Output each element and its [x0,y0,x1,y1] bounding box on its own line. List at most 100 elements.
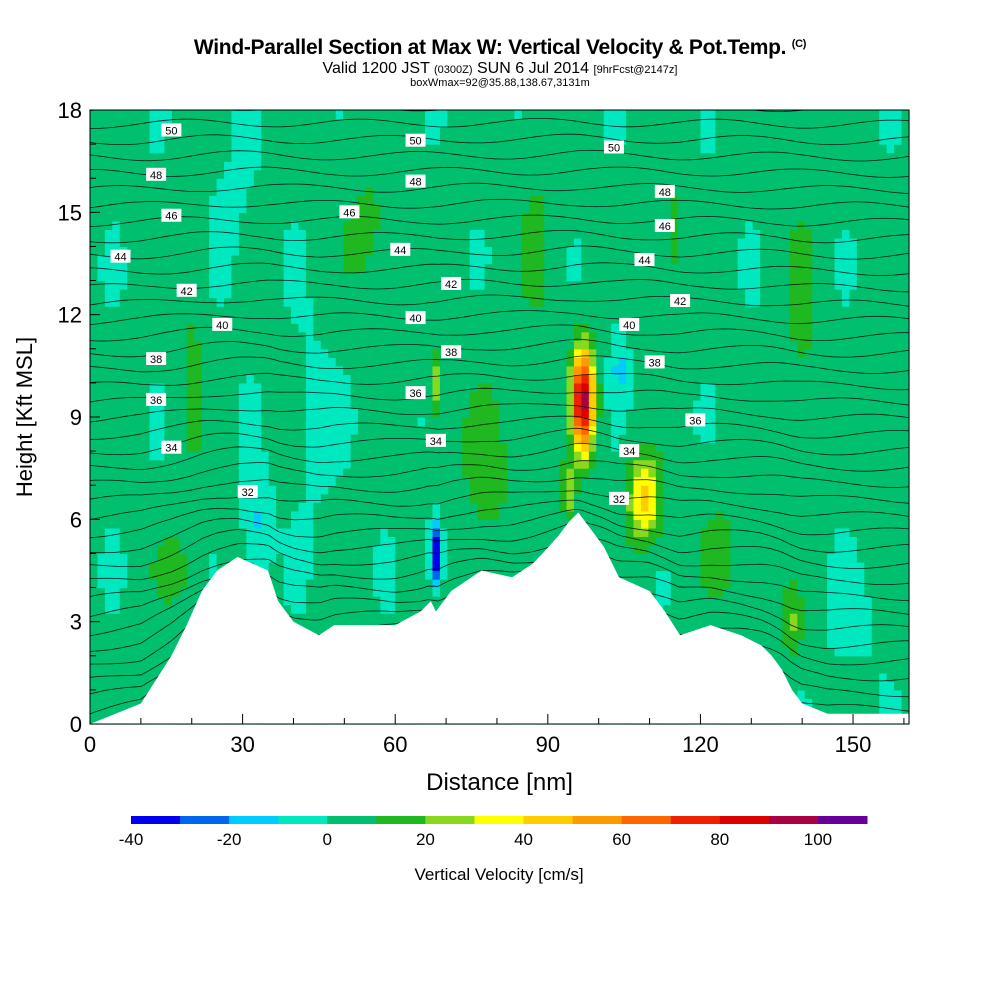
heatmap-cell [365,127,374,137]
heatmap-cell [454,357,463,367]
heatmap-cell [387,357,396,367]
heatmap-cell [216,254,225,265]
heatmap-cell [447,382,456,393]
heatmap-cell [164,604,173,614]
heatmap-cell [142,638,151,648]
heatmap-cell [454,340,463,350]
heatmap-cell [432,527,441,537]
heatmap-cell [142,144,151,154]
heatmap-cell [97,229,106,239]
heatmap-cell [305,135,314,145]
heatmap-cell [596,519,605,529]
heatmap-cell [417,417,426,427]
heatmap-cell [313,289,322,299]
heatmap-cell [291,144,300,154]
heatmap-cell [506,110,515,120]
heatmap-cell [179,621,188,631]
heatmap-cell [179,331,188,341]
heatmap-cell [447,297,456,307]
heatmap-cell [224,451,233,461]
heatmap-cell [506,519,515,529]
heatmap-cell [462,203,471,213]
heatmap-cell [291,195,300,205]
heatmap-cell [484,553,493,563]
heatmap-cell [588,434,597,444]
heatmap-cell [149,664,158,674]
heatmap-cell [201,382,210,393]
heatmap-cell [335,613,344,623]
heatmap-cell [157,323,166,333]
heatmap-cell [380,340,389,350]
heatmap-cell [134,570,143,580]
heatmap-cell [596,417,605,427]
heatmap-cell [231,169,240,179]
heatmap-cell [425,331,434,341]
heatmap-cell [358,468,367,478]
heatmap-cell [454,110,463,120]
heatmap-cell [238,527,247,537]
heatmap-cell [581,382,590,393]
heatmap-cell [573,178,582,188]
heatmap-cell [350,502,359,512]
heatmap-cell [253,118,262,128]
heatmap-cell [209,289,218,299]
heatmap-cell [112,203,121,213]
heatmap-cell [343,485,352,495]
heatmap-cell [246,468,255,478]
heatmap-cell [201,306,210,316]
heatmap-cell [484,561,493,572]
heatmap-cell [477,348,486,358]
heatmap-cell [350,178,359,188]
heatmap-cell [484,314,493,324]
heatmap-cell [581,502,590,512]
heatmap-cell [447,254,456,265]
heatmap-cell [246,399,255,410]
heatmap-cell [224,527,233,537]
heatmap-cell [425,144,434,154]
heatmap-cell [194,527,203,537]
heatmap-cell [350,161,359,171]
heatmap-cell [506,186,515,196]
heatmap-cell [439,459,448,469]
heatmap-cell [238,212,247,222]
heatmap-cell [298,527,307,537]
heatmap-cell [164,169,173,179]
heatmap-cell [350,374,359,384]
heatmap-cell [328,348,337,358]
heatmap-cell [514,127,523,137]
heatmap-cell [335,536,344,546]
heatmap-cell [320,519,329,529]
heatmap-cell [335,237,344,248]
heatmap-cell [581,110,590,120]
heatmap-cell [521,169,530,179]
heatmap-cell [142,502,151,512]
heatmap-cell [253,314,262,324]
heatmap-cell [402,604,411,614]
heatmap-cell [328,237,337,248]
heatmap-cell [350,152,359,162]
heatmap-cell [350,510,359,520]
heatmap-cell [432,280,441,290]
heatmap-cell [313,161,322,171]
heatmap-cell [127,468,136,478]
heatmap-cell [447,391,456,401]
heatmap-cell [447,510,456,520]
heatmap-cell [462,340,471,350]
heatmap-cell [462,374,471,384]
heatmap-cell [477,357,486,367]
heatmap-cell [395,519,404,529]
heatmap-cell [432,579,441,589]
heatmap-cell [97,272,106,282]
heatmap-cell [97,621,106,631]
heatmap-cell [335,510,344,520]
heatmap-cell [447,289,456,299]
heatmap-cell [372,127,381,137]
heatmap-cell [119,468,128,478]
heatmap-cell [246,178,255,188]
heatmap-cell [514,544,523,555]
heatmap-cell [157,374,166,384]
heatmap-cell [157,451,166,461]
heatmap-cell [514,451,523,461]
heatmap-cell [529,459,538,469]
heatmap-cell [298,570,307,580]
